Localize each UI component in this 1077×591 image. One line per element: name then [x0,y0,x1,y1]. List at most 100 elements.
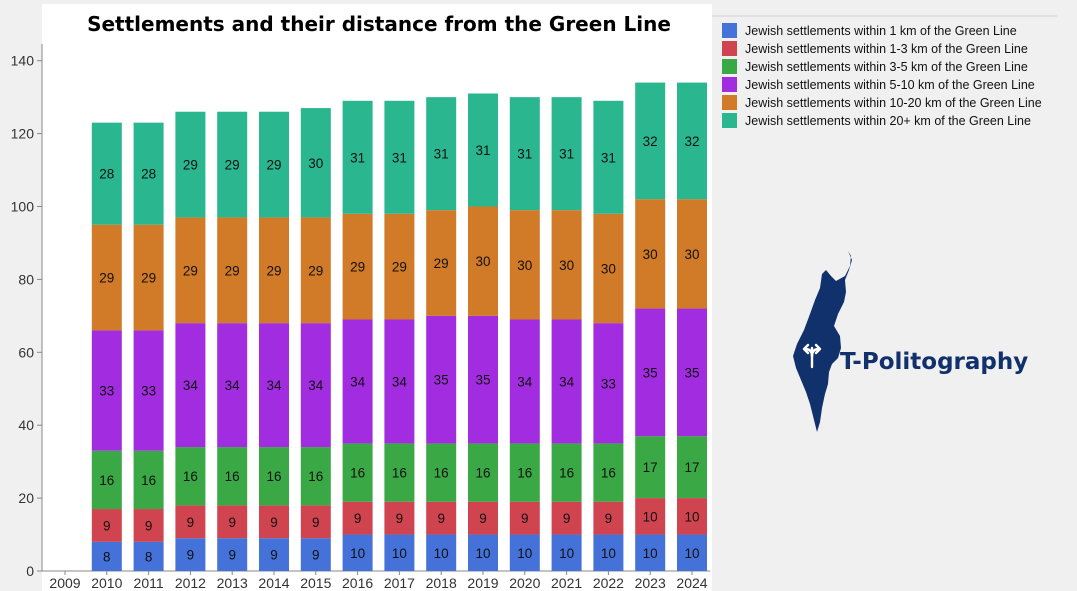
bar-segment [259,323,289,448]
data-label: 31 [350,150,365,165]
bar-segment [593,100,624,214]
bar-segment [300,447,331,506]
x-tick-label: 2021 [551,575,582,591]
y-tick-label: 80 [18,271,34,287]
data-label: 9 [187,515,195,530]
bar-segment [133,122,164,225]
bar-segment [635,82,666,200]
bar-segment [509,319,540,444]
x-tick-label: 2010 [91,575,122,591]
bar-segment [300,538,331,571]
bar-segment [91,509,122,542]
bar-segment [593,443,624,502]
data-label: 33 [601,376,616,391]
x-tick-label: 2013 [217,575,248,591]
bar-segment [426,501,457,535]
legend-swatch [722,95,737,110]
logo-brand-text: T-Politography [840,349,1028,375]
bar-segment [133,450,164,510]
x-tick-label: 2024 [676,575,707,591]
bar-segment [551,97,582,211]
data-label: 10 [643,546,658,561]
bar-segment [217,447,248,506]
data-label: 35 [475,373,490,388]
bar-segment [259,447,289,506]
bar-segment [509,534,540,571]
bar-segment [300,323,331,448]
legend-label: Jewish settlements within 10-20 km of th… [745,96,1042,110]
bar-segment [677,498,707,535]
bar-segment [342,100,373,214]
bar-segment [384,443,415,502]
data-label: 29 [308,263,323,278]
data-label: 31 [601,150,616,165]
data-label: 8 [145,549,153,564]
bar-segment [259,111,289,218]
data-label: 30 [684,247,699,262]
data-label: 10 [601,546,616,561]
bar-segment [509,501,540,535]
data-label: 10 [392,546,407,561]
bar-segment [551,210,582,320]
data-label: 31 [475,143,490,158]
data-label: 29 [225,263,240,278]
x-tick-label: 2015 [300,575,331,591]
bar-segment [259,217,289,324]
bar-segment [342,319,373,444]
data-label: 9 [228,548,236,563]
data-label: 34 [350,374,366,389]
data-label: 31 [517,147,532,162]
bar-segment [175,538,206,571]
data-label: 34 [392,374,408,389]
data-label: 31 [392,150,407,165]
bar-segment [468,93,498,207]
x-tick-label: 2020 [509,575,540,591]
bar-segment [259,505,289,539]
bar-segment [217,538,248,571]
data-label: 29 [266,158,281,173]
data-label: 29 [141,271,156,286]
data-label: 29 [392,260,407,275]
bar-segment [677,82,707,200]
legend-label: Jewish settlements within 3-5 km of the … [745,60,1028,74]
x-tick-label: 2023 [635,575,666,591]
legend-label: Jewish settlements within 1 km of the Gr… [745,24,1017,38]
y-tick-label: 60 [18,344,34,360]
bar-segment [509,210,540,320]
bar-segment [384,319,415,444]
bar-segment [342,443,373,502]
y-axis: 0 20 40 60 80 100 120 140 [11,44,43,579]
x-tick-label: 2022 [593,575,624,591]
data-label: 10 [643,509,658,524]
data-label: 16 [350,466,365,481]
data-label: 10 [517,546,532,561]
bar-segment [91,541,122,571]
data-label: 30 [475,254,490,269]
y-tick-label: 40 [18,417,34,433]
bar-segment [635,436,666,499]
data-label: 29 [183,263,198,278]
y-tick-label: 140 [11,53,35,69]
data-label: 8 [103,549,111,564]
bar-segment [384,100,415,214]
data-label: 9 [270,515,278,530]
data-label: 30 [308,156,323,171]
bar-segment [468,206,498,316]
x-tick-label: 2011 [134,575,164,591]
x-tick-label: 2017 [384,575,415,591]
logo: T-Politography [793,251,1028,432]
bar-segment [133,541,164,571]
data-label: 30 [517,258,532,273]
data-label: 31 [434,147,449,162]
data-label: 16 [183,469,198,484]
bar-segment [91,330,122,451]
bar-segment [91,122,122,225]
data-label: 30 [601,261,616,276]
legend: Jewish settlements within 1 km of the Gr… [722,23,1042,128]
data-label: 16 [517,466,532,481]
data-label: 16 [308,469,323,484]
data-label: 9 [187,548,195,563]
data-label: 34 [308,378,324,393]
bar-segment [133,330,164,451]
data-label: 35 [643,365,658,380]
